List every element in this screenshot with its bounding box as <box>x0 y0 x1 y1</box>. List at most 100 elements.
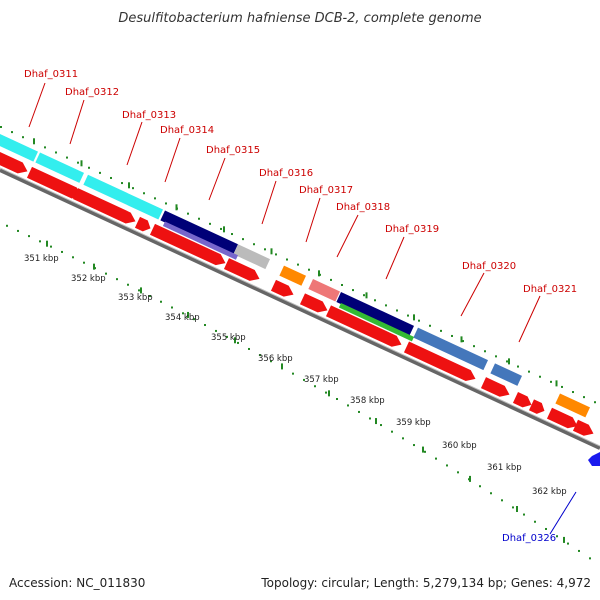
major-tick <box>187 311 189 318</box>
major-tick <box>508 358 510 365</box>
tick-dot <box>495 355 497 358</box>
tick-dot <box>583 396 585 399</box>
tick-dot <box>501 499 503 502</box>
gene-label-dhaf-0319[interactable]: Dhaf_0319 <box>385 224 439 235</box>
tick-dot <box>484 350 486 353</box>
cds-arrow <box>72 188 136 224</box>
feature-block-dhaf-0312 <box>35 152 85 183</box>
tick-dot <box>380 424 382 427</box>
leader-line <box>261 180 277 225</box>
tick-dot <box>314 385 316 388</box>
tick-dot <box>424 450 426 453</box>
tick-dot <box>231 233 233 236</box>
gene-label-dhaf-0326[interactable]: Dhaf_0326 <box>502 533 556 544</box>
leader-line <box>336 214 359 258</box>
tick-dot <box>451 334 453 337</box>
tick-dot <box>391 430 393 433</box>
tick-dot <box>440 329 442 332</box>
gene-label-dhaf-0318[interactable]: Dhaf_0318 <box>336 202 390 213</box>
major-tick <box>93 263 95 270</box>
leader-line <box>549 491 577 535</box>
major-tick <box>328 390 330 397</box>
tick-dot <box>556 535 558 538</box>
gene-label-dhaf-0314[interactable]: Dhaf_0314 <box>160 125 214 136</box>
gene-label-dhaf-0316[interactable]: Dhaf_0316 <box>259 168 313 179</box>
tick-dot <box>6 224 8 227</box>
major-tick <box>128 182 130 189</box>
tick-dot <box>171 306 173 309</box>
gene-label-dhaf-0321[interactable]: Dhaf_0321 <box>523 284 577 295</box>
tick-dot <box>325 391 327 394</box>
kbp-label: 352 kbp <box>71 274 106 284</box>
feature-block-dhaf-0314 <box>160 210 239 255</box>
tick-dot <box>0 126 2 128</box>
major-tick <box>365 292 368 299</box>
tick-dot <box>242 238 244 241</box>
kbp-label: 362 kbp <box>532 487 567 497</box>
cds-arrow <box>546 407 578 429</box>
feature-block-dhaf-0313 <box>83 174 164 220</box>
major-tick <box>375 418 377 425</box>
tick-dot <box>506 360 508 363</box>
cds-arrow <box>403 341 476 381</box>
tick-dot <box>490 492 492 495</box>
major-tick <box>563 536 565 543</box>
tick-dot <box>165 202 167 205</box>
gene-label-dhaf-0312[interactable]: Dhaf_0312 <box>65 87 119 98</box>
feature-block-dhaf-0318 <box>336 291 415 336</box>
tick-dot <box>66 156 68 159</box>
tick-dot <box>17 229 19 232</box>
tick-dot <box>385 304 387 307</box>
major-tick <box>33 138 35 145</box>
cds-arrow <box>528 399 545 414</box>
tick-dot <box>88 166 90 169</box>
feature-block-dhaf-0320 <box>490 363 522 386</box>
kbp-label: 361 kbp <box>487 463 522 473</box>
cds-arrow <box>325 305 402 347</box>
leader-line <box>305 197 321 243</box>
cds-arrow <box>512 392 532 408</box>
leader-line <box>385 236 405 280</box>
major-tick <box>223 226 225 233</box>
tick-dot <box>61 250 63 253</box>
tick-dot <box>545 527 547 530</box>
kbp-label: 356 kbp <box>258 354 293 364</box>
major-tick <box>318 270 320 277</box>
tick-dot <box>303 378 305 381</box>
tick-dot <box>264 248 266 251</box>
tick-dot <box>457 471 459 474</box>
tick-dot <box>352 289 354 292</box>
gene-label-dhaf-0315[interactable]: Dhaf_0315 <box>206 145 260 156</box>
tick-dot <box>209 222 211 225</box>
tick-dot <box>330 278 332 281</box>
tick-dot <box>154 197 156 200</box>
tick-dot <box>138 289 140 292</box>
kbp-label: 360 kbp <box>442 441 477 451</box>
tick-dot <box>369 417 371 420</box>
gene-label-dhaf-0320[interactable]: Dhaf_0320 <box>462 261 516 272</box>
kbp-label: 357 kbp <box>304 375 339 385</box>
tick-dot <box>50 245 52 248</box>
major-tick <box>234 337 236 344</box>
major-tick <box>422 446 424 453</box>
tick-dot <box>479 485 481 488</box>
tick-dot <box>517 365 519 368</box>
inner-tick-track <box>6 224 591 560</box>
gene-label-dhaf-0311[interactable]: Dhaf_0311 <box>24 69 78 80</box>
major-tick <box>140 287 142 294</box>
tick-dot <box>347 404 349 407</box>
tick-dot <box>132 187 134 190</box>
tick-dot <box>121 182 123 185</box>
kbp-label: 355 kbp <box>211 333 246 343</box>
accession-text: Accession: NC_011830 <box>9 576 145 590</box>
tick-dot <box>297 263 299 266</box>
gene-label-dhaf-0313[interactable]: Dhaf_0313 <box>122 110 176 121</box>
tick-dot <box>44 146 46 149</box>
feature-block-dhaf-0321 <box>555 393 590 418</box>
tick-dot <box>435 457 437 460</box>
tick-dot <box>396 309 398 312</box>
gene-label-dhaf-0317[interactable]: Dhaf_0317 <box>299 185 353 196</box>
tick-dot <box>105 272 107 275</box>
tick-dot <box>270 360 272 363</box>
